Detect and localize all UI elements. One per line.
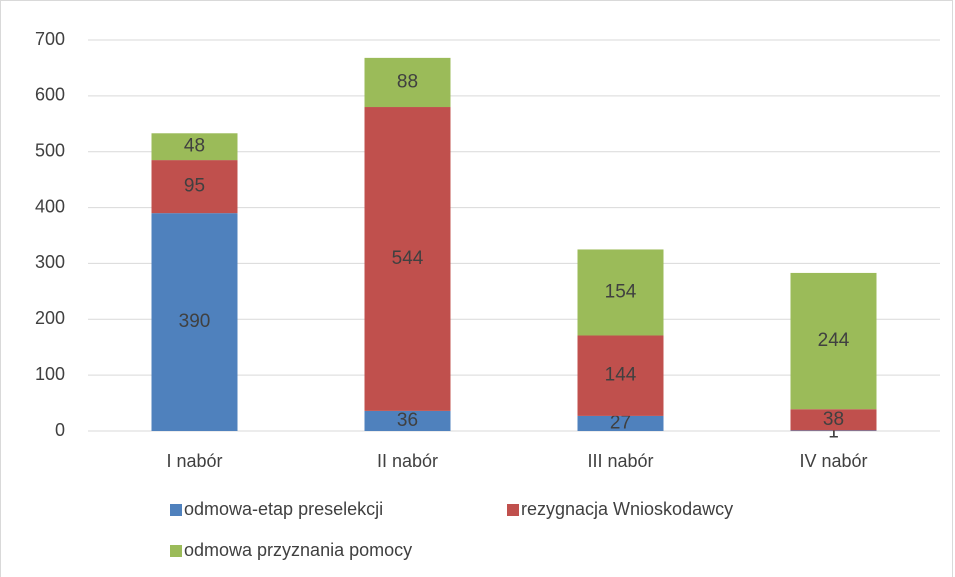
legend-swatch	[507, 504, 519, 516]
bar-segment	[577, 415, 664, 431]
data-label: 48	[184, 136, 205, 157]
bar-segment	[364, 107, 451, 411]
bar-segment	[151, 133, 238, 161]
x-tick-label: II nabór	[377, 451, 438, 471]
data-label: 390	[179, 311, 211, 332]
data-label: 88	[397, 71, 418, 92]
y-tick-label: 500	[35, 140, 65, 160]
data-label: 244	[818, 330, 850, 351]
x-tick-label: I nabór	[166, 451, 222, 471]
legend-swatch	[170, 545, 182, 557]
bar-segment	[364, 57, 451, 108]
bar-segment	[577, 335, 664, 416]
bar-segment	[790, 272, 877, 410]
y-tick-label: 300	[35, 252, 65, 272]
legend-label: odmowa-etap preselekcji	[184, 499, 383, 519]
data-label: 36	[397, 410, 418, 431]
data-label: 95	[184, 176, 205, 197]
bar-segment	[790, 430, 877, 431]
legend-swatch	[170, 504, 182, 516]
legend-label: odmowa przyznania pomocy	[184, 540, 412, 560]
y-tick-label: 600	[35, 85, 65, 105]
y-tick-label: 200	[35, 308, 65, 328]
data-label: 544	[392, 248, 424, 269]
data-label: 144	[605, 365, 637, 386]
bar-segment	[151, 213, 238, 431]
y-tick-label: 700	[35, 29, 65, 49]
bar-segment	[151, 160, 238, 214]
y-tick-label: 400	[35, 196, 65, 216]
legend-label: rezygnacja Wnioskodawcy	[521, 499, 733, 519]
data-label: 154	[605, 281, 637, 302]
data-label: 27	[610, 412, 631, 433]
bar-segment	[577, 249, 664, 336]
bar-segment	[364, 410, 451, 431]
data-label: 1	[828, 421, 839, 442]
data-label: 38	[823, 409, 844, 430]
y-tick-label: 0	[55, 420, 65, 440]
x-tick-label: IV nabór	[799, 451, 867, 471]
y-tick-label: 100	[35, 364, 65, 384]
bar-segment	[790, 409, 877, 431]
x-tick-label: III nabór	[587, 451, 653, 471]
